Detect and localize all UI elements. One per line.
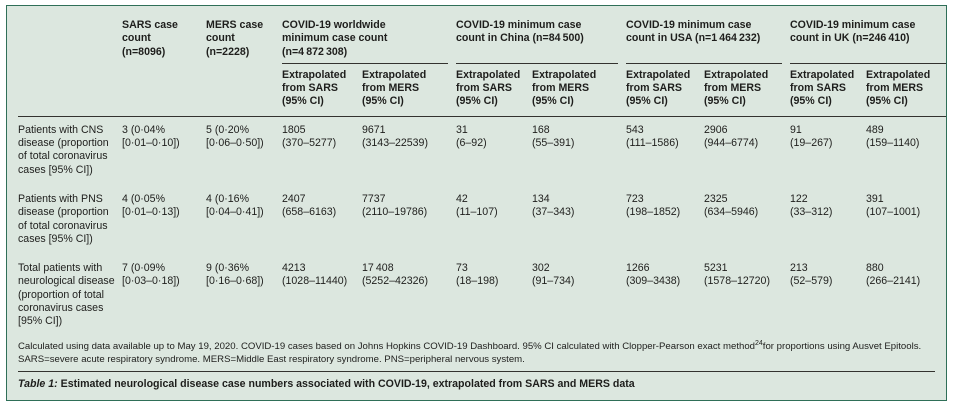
data-cell: 168 (55–391): [532, 123, 575, 150]
data-cell: 9671 (3143–22539): [362, 123, 428, 150]
data-cell: 2407 (658–6163): [282, 192, 337, 219]
header-row-subcolumns: Extrapolated from SARS (95% CI) Extrapol…: [18, 62, 946, 117]
row-label: Total patients with neurological disease…: [18, 262, 115, 328]
subheader-usa-sars: Extrapolated from SARS (95% CI): [626, 62, 704, 117]
row-label-header: [18, 63, 122, 117]
table-caption-label: Table 1:: [18, 377, 58, 390]
spacer: [448, 19, 456, 63]
group-header-worldwide: COVID-19 worldwide minimum case count (n…: [282, 19, 388, 58]
data-cell: 213 (52–579): [790, 262, 833, 288]
spacer: [618, 117, 626, 186]
data-cell: 1266 (309–3438): [626, 262, 681, 288]
subheader-empty: [122, 63, 206, 117]
footnote-reference-superscript: 24: [755, 339, 763, 347]
data-table: SARS case count (n=8096) MERS case count…: [18, 19, 946, 338]
subheader-worldwide-sars: Extrapolated from SARS (95% CI): [282, 62, 362, 117]
table-row-cns: Patients with CNS disease (proportion of…: [18, 117, 946, 186]
group-header-usa: COVID-19 minimum case count in USA (n=1 …: [626, 19, 761, 45]
data-cell: 7737 (2110–19786): [362, 192, 428, 219]
data-cell: 42 (11–107): [456, 192, 498, 219]
row-label-header: [18, 19, 122, 63]
group-header-china: COVID-19 minimum case count in China (n=…: [456, 19, 584, 45]
group-header-uk: COVID-19 minimum case count in UK (n=246…: [790, 19, 916, 45]
subheader-usa-mers: Extrapolated from MERS (95% CI): [704, 62, 782, 117]
spacer: [782, 63, 790, 117]
data-cell: 2906 (944–6774): [704, 123, 759, 150]
data-cell: 5231 (1578–12720): [704, 262, 770, 288]
data-cell: 134 (37–343): [532, 192, 575, 219]
subheader-china-mers: Extrapolated from MERS (95% CI): [532, 62, 618, 117]
data-cell: 489 (159–1140): [866, 123, 920, 150]
subheader-china-sars: Extrapolated from SARS (95% CI): [456, 62, 532, 117]
data-cell: 4213 (1028–11440): [282, 262, 348, 288]
footnote-text: for proportions using Ausvet Epitools. S…: [18, 340, 922, 365]
data-cell: 2325 (634–5946): [704, 192, 759, 219]
spacer: [448, 186, 456, 255]
spacer: [782, 255, 790, 337]
spacer: [448, 63, 456, 117]
data-cell: 302 (91–734): [532, 262, 575, 288]
subheader-uk-sars: Extrapolated from SARS (95% CI): [790, 62, 866, 117]
row-label: Patients with CNS disease (proportion of…: [18, 123, 109, 176]
spacer: [618, 19, 626, 63]
spacer: [782, 19, 790, 63]
spacer: [618, 255, 626, 337]
spacer: [448, 117, 456, 186]
data-cell: 4 (0·16% [0·04–0·41]): [206, 192, 264, 219]
table-frame: SARS case count (n=8096) MERS case count…: [6, 5, 947, 401]
data-cell: 17 408 (5252–42326): [362, 262, 428, 288]
data-cell: 391 (107–1001): [866, 192, 921, 219]
data-cell: 5 (0·20% [0·06–0·50]): [206, 123, 264, 150]
column-header-mers-count: MERS case count (n=2228): [206, 19, 264, 58]
spacer: [448, 255, 456, 337]
data-cell: 91 (19–267): [790, 123, 833, 150]
spacer: [782, 117, 790, 186]
data-cell: 3 (0·04% [0·01–0·10]): [122, 123, 180, 150]
data-cell: 122 (33–312): [790, 192, 833, 219]
footnote-text: Calculated using data available up to Ma…: [18, 340, 755, 352]
data-cell: 543 (111–1586): [626, 123, 679, 150]
subheader-worldwide-mers: Extrapolated from MERS (95% CI): [362, 62, 448, 117]
subheader-empty: [206, 63, 282, 117]
column-header-sars-count: SARS case count (n=8096): [122, 19, 178, 58]
table-row-total: Total patients with neurological disease…: [18, 255, 946, 337]
data-cell: 4 (0·05% [0·01–0·13]): [122, 192, 180, 219]
table-row-pns: Patients with PNS disease (proportion of…: [18, 186, 946, 255]
data-cell: 1805 (370–5277): [282, 123, 337, 150]
header-row-groups: SARS case count (n=8096) MERS case count…: [18, 19, 946, 63]
table-footnote: Calculated using data available up to Ma…: [18, 339, 935, 366]
data-cell: 9 (0·36% [0·16–0·68]): [206, 262, 264, 288]
row-label: Patients with PNS disease (proportion of…: [18, 192, 109, 245]
spacer: [782, 186, 790, 255]
subheader-uk-mers: Extrapolated from MERS (95% CI): [866, 62, 946, 117]
data-cell: 723 (198–1852): [626, 192, 681, 219]
data-cell: 73 (18–198): [456, 262, 499, 288]
spacer: [618, 63, 626, 117]
data-cell: 880 (266–2141): [866, 262, 921, 288]
table-caption-text: Estimated neurological disease case numb…: [60, 377, 635, 390]
data-cell: 7 (0·09% [0·03–0·18]): [122, 262, 180, 288]
data-cell: 31 (6–92): [456, 123, 487, 150]
spacer: [618, 186, 626, 255]
table-caption: Table 1: Estimated neurological disease c…: [18, 370, 935, 392]
